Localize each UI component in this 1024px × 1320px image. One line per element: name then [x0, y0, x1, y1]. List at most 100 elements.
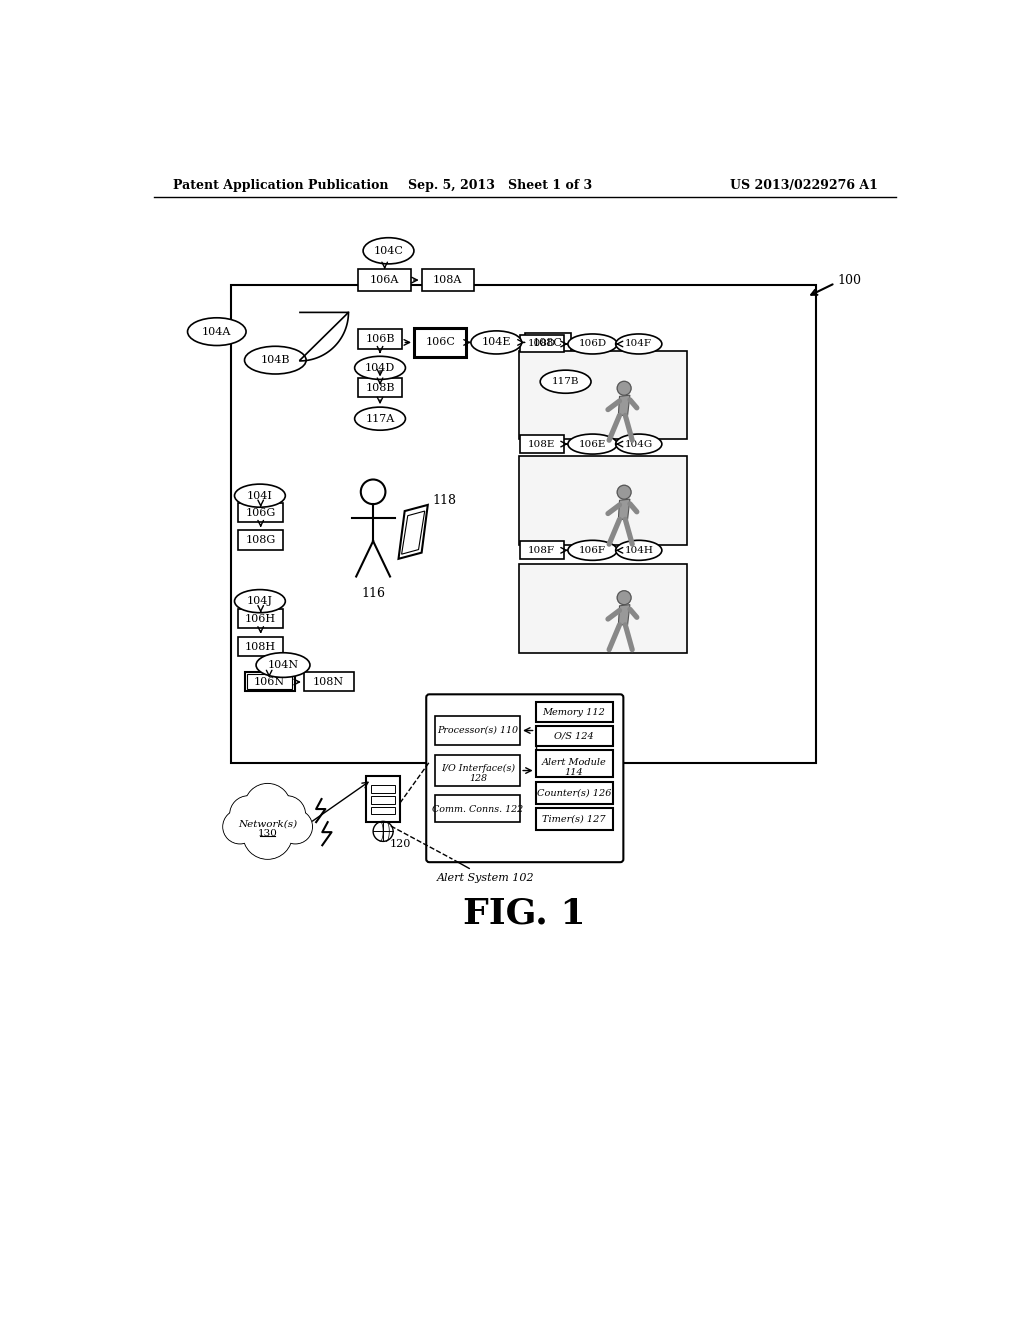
Circle shape — [246, 784, 290, 829]
Text: 104H: 104H — [625, 546, 653, 554]
Text: 108N: 108N — [313, 677, 344, 686]
Circle shape — [230, 797, 266, 832]
Text: 104B: 104B — [260, 355, 290, 366]
Circle shape — [280, 810, 311, 842]
Circle shape — [224, 810, 256, 842]
Bar — [435, 715, 520, 744]
Polygon shape — [618, 605, 630, 624]
Ellipse shape — [234, 484, 286, 507]
Circle shape — [617, 486, 631, 499]
Bar — [245, 672, 295, 692]
Bar — [414, 327, 466, 358]
Ellipse shape — [354, 407, 406, 430]
Text: 106E: 106E — [579, 440, 606, 449]
Text: 108C: 108C — [532, 338, 563, 348]
Bar — [518, 457, 686, 545]
Text: Patent Application Publication: Patent Application Publication — [173, 178, 388, 191]
Polygon shape — [618, 499, 630, 519]
Text: 104C: 104C — [374, 246, 403, 256]
Text: 106D: 106D — [579, 339, 606, 348]
Circle shape — [230, 796, 267, 833]
Text: Processor(s) 110: Processor(s) 110 — [437, 726, 518, 735]
Bar — [536, 702, 612, 722]
Text: 104F: 104F — [626, 339, 652, 348]
Bar — [536, 726, 612, 746]
Bar — [367, 776, 400, 822]
Bar — [536, 808, 612, 830]
Text: 106N: 106N — [254, 677, 285, 686]
Text: 128: 128 — [469, 774, 486, 783]
Bar — [536, 750, 612, 777]
Bar — [524, 333, 571, 352]
Ellipse shape — [234, 590, 286, 612]
Text: Network(s): Network(s) — [238, 820, 297, 829]
Text: 108G: 108G — [246, 536, 275, 545]
Text: Alert System 102: Alert System 102 — [437, 861, 535, 883]
Text: 106B: 106B — [366, 334, 395, 345]
FancyBboxPatch shape — [426, 694, 624, 862]
Circle shape — [279, 810, 312, 843]
Circle shape — [617, 381, 631, 395]
Circle shape — [245, 784, 291, 830]
Bar — [358, 269, 411, 290]
Text: 117B: 117B — [552, 378, 580, 387]
Text: 104E: 104E — [481, 338, 511, 347]
Bar — [520, 434, 564, 453]
Polygon shape — [618, 395, 630, 416]
Bar — [435, 755, 520, 785]
Circle shape — [268, 796, 305, 833]
Bar — [371, 807, 395, 814]
Bar — [536, 781, 612, 804]
Text: 106F: 106F — [579, 546, 606, 554]
Bar — [422, 269, 474, 290]
Bar — [520, 541, 564, 558]
Text: 114: 114 — [564, 768, 584, 777]
Bar — [520, 335, 564, 352]
Ellipse shape — [541, 370, 591, 393]
Text: 108F: 108F — [528, 546, 555, 554]
Bar — [304, 672, 354, 692]
Text: 108E: 108E — [528, 440, 555, 449]
Text: 104N: 104N — [267, 660, 299, 671]
Ellipse shape — [256, 653, 310, 677]
Bar — [247, 675, 292, 689]
Text: US 2013/0229276 A1: US 2013/0229276 A1 — [729, 178, 878, 191]
Text: 100: 100 — [838, 273, 861, 286]
Bar — [435, 795, 520, 822]
Circle shape — [269, 797, 304, 832]
Text: O/S 124: O/S 124 — [554, 731, 594, 741]
Text: 106C: 106C — [425, 338, 455, 347]
Text: 117A: 117A — [366, 413, 394, 424]
Ellipse shape — [615, 434, 662, 454]
Text: 108A: 108A — [433, 275, 463, 285]
Ellipse shape — [568, 334, 617, 354]
Text: Alert Module: Alert Module — [542, 758, 606, 767]
Bar — [357, 330, 402, 348]
Text: 118: 118 — [432, 494, 457, 507]
Text: 104G: 104G — [625, 440, 653, 449]
Text: 104I: 104I — [247, 491, 272, 500]
Ellipse shape — [187, 318, 246, 346]
Text: 106H: 106H — [245, 614, 276, 624]
Text: Memory 112: Memory 112 — [543, 708, 605, 717]
Text: 130: 130 — [258, 829, 278, 838]
Text: 108H: 108H — [245, 642, 276, 652]
Ellipse shape — [568, 434, 617, 454]
Bar — [239, 503, 283, 521]
Bar — [239, 636, 283, 656]
Text: Timer(s) 127: Timer(s) 127 — [543, 814, 606, 824]
Bar — [371, 796, 395, 804]
Text: 120: 120 — [389, 838, 411, 849]
Bar — [230, 285, 816, 763]
Text: Sep. 5, 2013   Sheet 1 of 3: Sep. 5, 2013 Sheet 1 of 3 — [409, 178, 592, 191]
Text: 116: 116 — [361, 587, 385, 601]
Bar — [371, 785, 395, 793]
Text: Counter(s) 126: Counter(s) 126 — [537, 788, 611, 797]
Circle shape — [243, 810, 292, 859]
Ellipse shape — [364, 238, 414, 264]
Ellipse shape — [471, 331, 521, 354]
Ellipse shape — [615, 540, 662, 561]
Text: 104D: 104D — [365, 363, 395, 372]
Bar — [239, 609, 283, 628]
Bar — [357, 378, 402, 397]
